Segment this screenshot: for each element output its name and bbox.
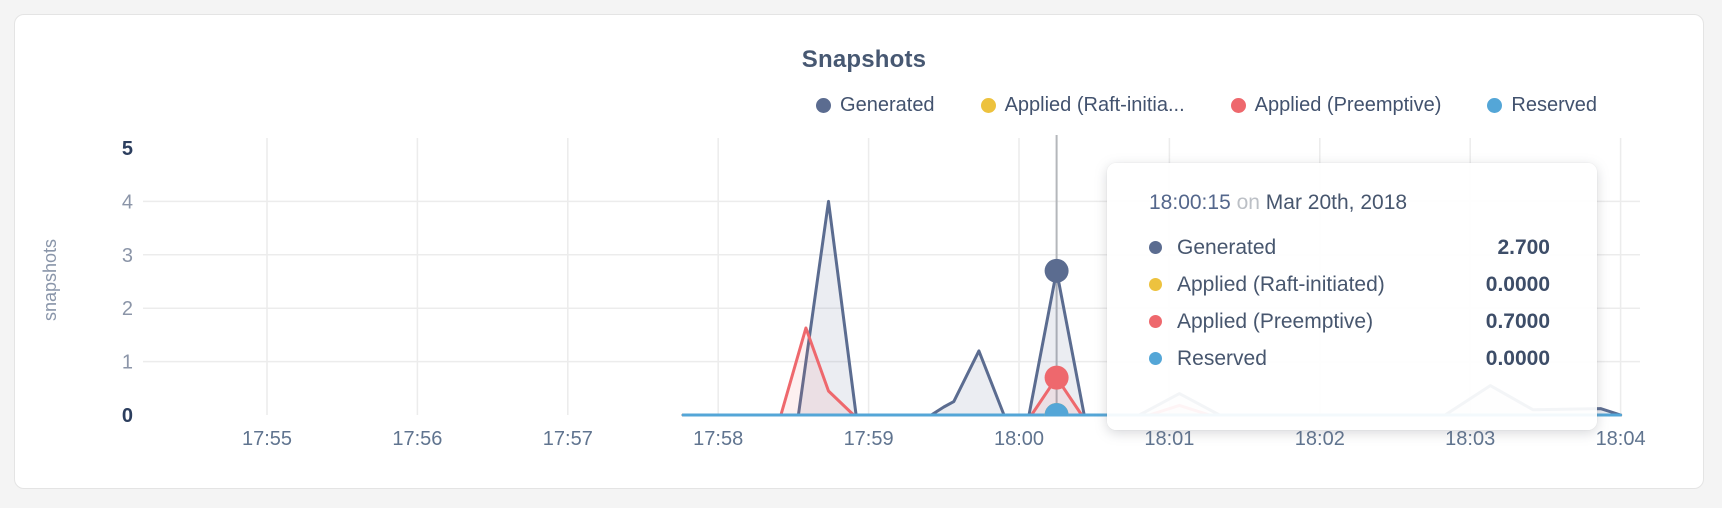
x-tick-label: 17:58 <box>693 428 743 450</box>
legend-item-label: Reserved <box>1511 94 1597 116</box>
raft-initiated-series-dot-icon <box>1149 278 1162 291</box>
hover-dot-applied-preemptive <box>1044 365 1069 390</box>
y-tick-label: 4 <box>122 191 133 213</box>
hover-dots <box>1044 258 1069 417</box>
x-tick-label: 17:59 <box>844 428 894 450</box>
tooltip-date: Mar 20th, 2018 <box>1265 191 1408 214</box>
reserved-series-dot-icon <box>1149 352 1162 365</box>
y-tick-label: 2 <box>122 298 133 320</box>
x-tick-label: 18:03 <box>1445 428 1495 450</box>
tooltip-series-label: Generated <box>1177 235 1277 259</box>
legend-item-reserved[interactable]: Reserved <box>1487 94 1597 117</box>
tooltip-series-label: Reserved <box>1177 346 1267 370</box>
legend-item-applied-preemptive[interactable]: Applied (Preemptive) <box>1230 94 1442 117</box>
chart-title: Snapshots <box>801 46 927 73</box>
tooltip-series-label: Applied (Raft-initiated) <box>1177 272 1385 296</box>
y-tick-label: 1 <box>122 352 133 374</box>
tooltip-time: 18:00:15 <box>1149 191 1231 214</box>
preemptive-series-dot-icon <box>1230 98 1246 113</box>
y-tick-label: 3 <box>122 245 133 267</box>
x-tick-label: 17:56 <box>392 428 442 450</box>
y-axis-title: snapshots <box>40 239 60 321</box>
hover-dot-generated <box>1044 258 1069 283</box>
generated-series-dot-icon <box>1149 241 1162 254</box>
y-axis-tick-labels: 0 1 2 3 4 5 <box>122 138 133 427</box>
x-tick-label: 18:04 <box>1596 428 1646 450</box>
tooltip-row: Reserved 0.0000 <box>1149 340 1550 377</box>
x-axis-tick-labels: 17:55 17:56 17:57 17:58 17:59 18:00 18:01 18:02… <box>242 428 1646 450</box>
legend-item-label: Generated <box>840 94 935 116</box>
reserved-series-dot-icon <box>1487 98 1503 113</box>
y-tick-label: 5 <box>122 138 133 160</box>
x-tick-label: 18:02 <box>1295 428 1345 450</box>
legend-item-applied-raft-initiated[interactable]: Applied (Raft-initia... <box>980 94 1185 117</box>
x-tick-label: 18:00 <box>994 428 1044 450</box>
chart-legend: Generated Applied (Raft-initia... Applie… <box>816 94 1597 117</box>
raft-initiated-series-dot-icon <box>980 98 996 113</box>
legend-item-generated[interactable]: Generated <box>816 94 935 117</box>
y-tick-label: 0 <box>122 405 133 427</box>
tooltip-on-word: on <box>1236 191 1260 214</box>
generated-series-dot-icon <box>816 98 832 113</box>
tooltip-header: 18:00:15 on Mar 20th, 2018 <box>1149 189 1550 217</box>
legend-item-label: Applied (Preemptive) <box>1254 94 1442 116</box>
tooltip-series-value: 2.700 <box>1497 235 1550 259</box>
legend-item-label: Applied (Raft-initia... <box>1004 94 1185 116</box>
tooltip-series-label: Applied (Preemptive) <box>1177 309 1374 333</box>
tooltip-series-value: 0.7000 <box>1485 309 1550 333</box>
tooltip-row: Applied (Preemptive) 0.7000 <box>1149 303 1550 340</box>
tooltip-row: Applied (Raft-initiated) 0.0000 <box>1149 266 1550 303</box>
preemptive-series-dot-icon <box>1149 315 1162 328</box>
tooltip-row: Generated 2.700 <box>1149 229 1550 266</box>
hover-dot-reserved <box>1044 403 1069 417</box>
x-tick-label: 17:55 <box>242 428 292 450</box>
tooltip-series-value: 0.0000 <box>1485 272 1550 296</box>
x-tick-label: 18:01 <box>1144 428 1194 450</box>
tooltip-series-value: 0.0000 <box>1485 346 1550 370</box>
x-tick-label: 17:57 <box>543 428 593 450</box>
hover-tooltip: 18:00:15 on Mar 20th, 2018 Generated 2.7… <box>1107 163 1597 430</box>
